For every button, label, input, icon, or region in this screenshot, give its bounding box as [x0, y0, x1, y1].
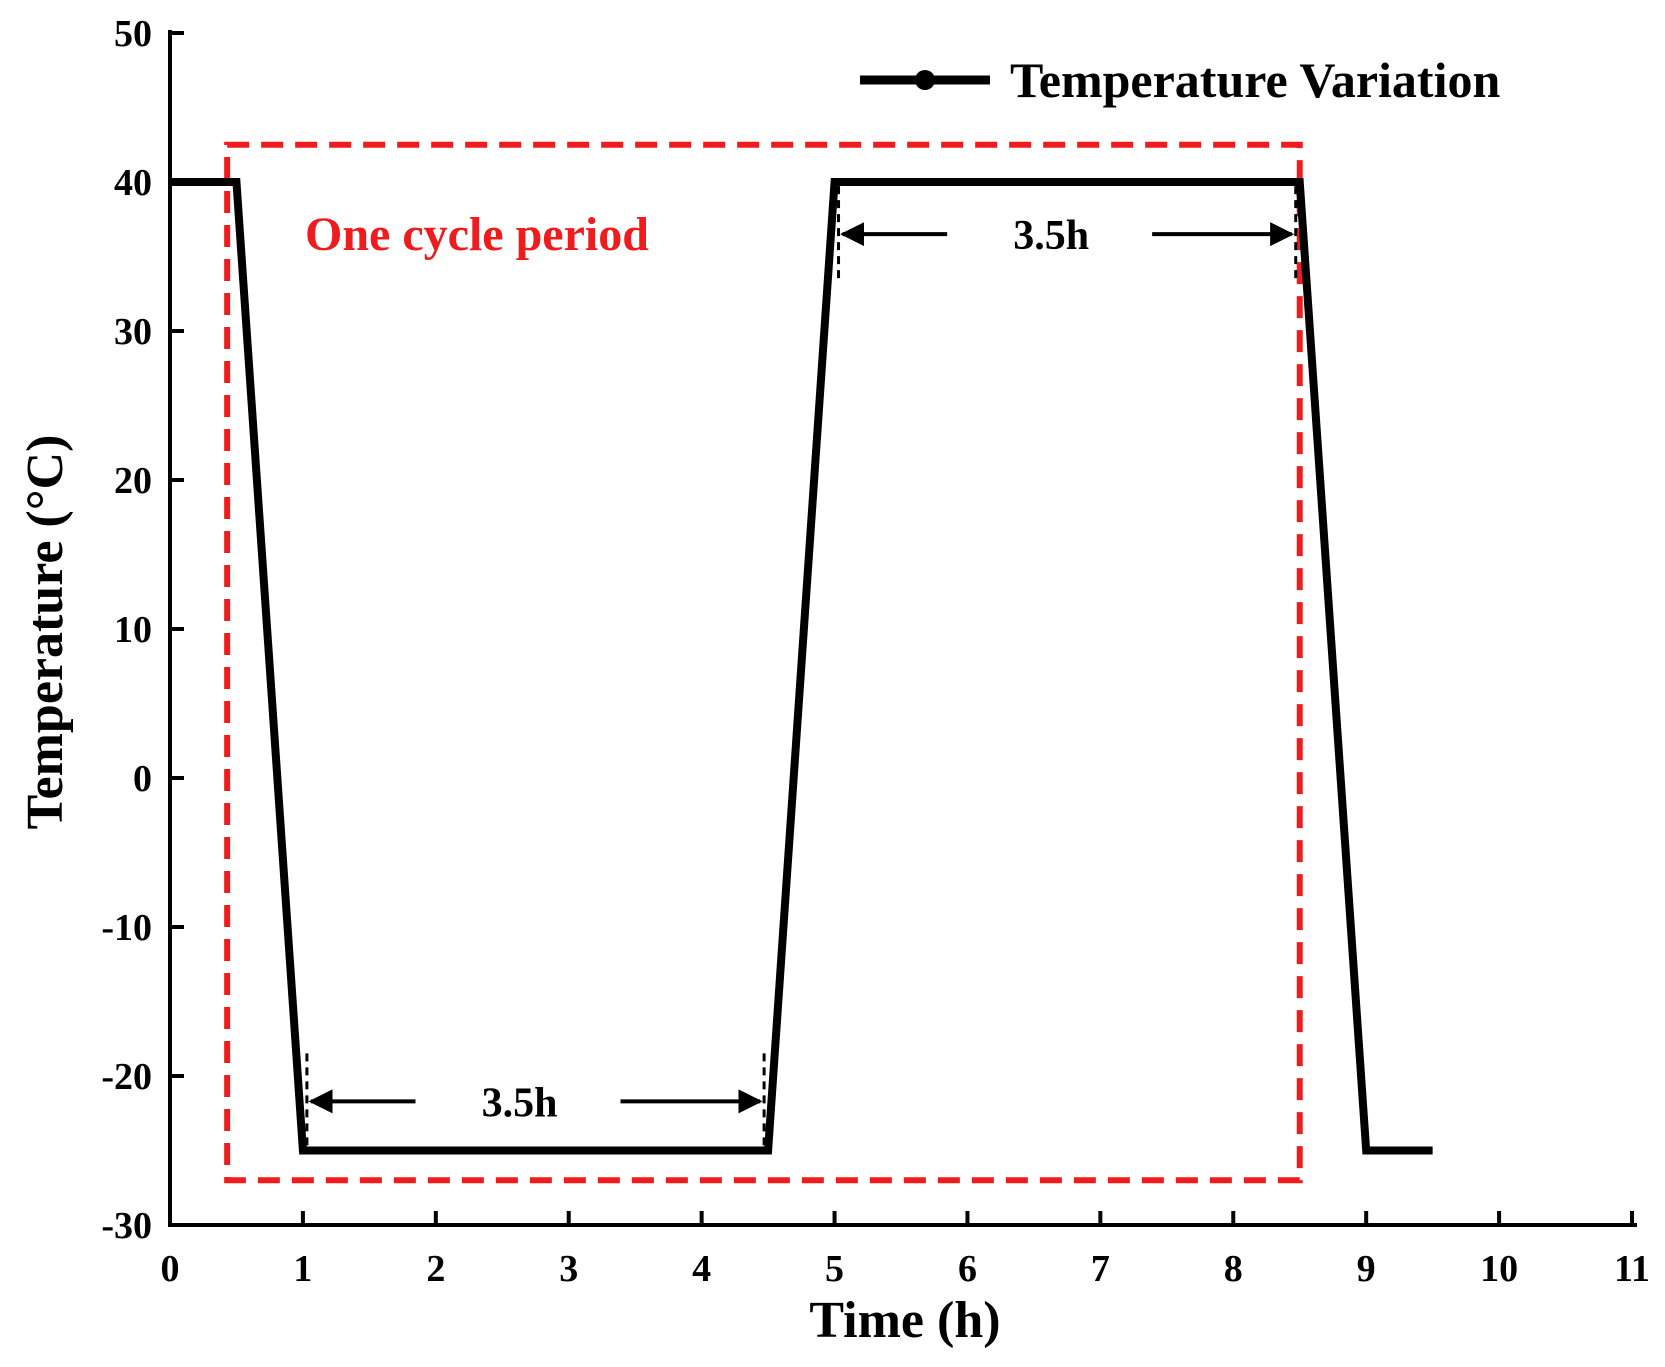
x-tick-label-11: 11 [1614, 1248, 1650, 1290]
duration-label-low: 3.5h [482, 1080, 558, 1126]
x-axis-title: Time (h) [809, 1292, 1000, 1349]
x-tick-label-8: 8 [1224, 1248, 1243, 1290]
y-tick-label-5: 20 [114, 460, 152, 502]
x-tick-label-1: 1 [293, 1248, 312, 1290]
x-tick-label-6: 6 [958, 1248, 977, 1290]
legend: Temperature Variation [860, 52, 1500, 108]
y-tick-label-3: 0 [133, 758, 152, 800]
x-tick-label-0: 0 [161, 1248, 180, 1290]
y-tick-label-4: 10 [114, 609, 152, 651]
legend-dot-marker [915, 70, 935, 90]
y-tick-label-7: 40 [114, 162, 152, 204]
duration-label-high: 3.5h [1013, 213, 1089, 259]
x-tick-label-2: 2 [426, 1248, 445, 1290]
y-tick-label-6: 30 [114, 311, 152, 353]
x-tick-label-9: 9 [1357, 1248, 1376, 1290]
x-tick-label-5: 5 [825, 1248, 844, 1290]
x-tick-label-10: 10 [1480, 1248, 1518, 1290]
ticks-layer: 0 1 2 3 4 5 6 7 8 9 10 11 -30 -20 -10 0 10 20 30 40 50 [101, 13, 1650, 1290]
legend-label: Temperature Variation [1010, 52, 1500, 108]
plot-layer [170, 141, 1433, 1184]
y-axis-title: Temperature (°C) [17, 435, 74, 830]
x-tick-label-3: 3 [559, 1248, 578, 1290]
cycle-period-box [224, 141, 1303, 1184]
y-tick-label-0: -30 [101, 1205, 152, 1247]
series-line-0 [170, 178, 1433, 1155]
x-tick-label-7: 7 [1091, 1248, 1110, 1290]
x-tick-label-4: 4 [692, 1248, 711, 1290]
y-tick-label-2: -10 [101, 907, 152, 949]
y-tick-label-1: -20 [101, 1056, 152, 1098]
y-tick-label-8: 50 [114, 13, 152, 55]
cycle-period-label: One cycle period [305, 208, 649, 261]
